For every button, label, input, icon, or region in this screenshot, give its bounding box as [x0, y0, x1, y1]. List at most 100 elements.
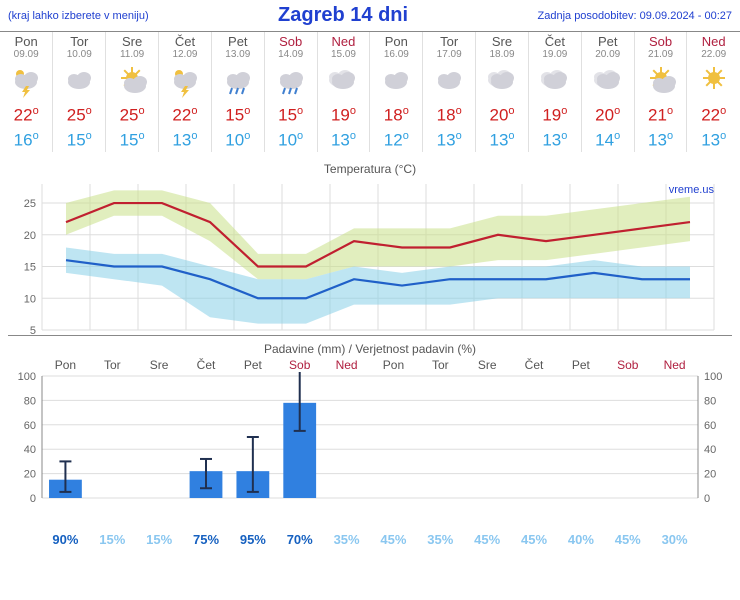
- day-short: Čet: [160, 34, 210, 49]
- temp-low: 13o: [528, 128, 581, 153]
- temp-high: 25o: [106, 103, 159, 128]
- watermark: vreme.us: [669, 184, 714, 196]
- svg-text:100: 100: [704, 372, 722, 383]
- temp-low: 13o: [687, 128, 740, 153]
- day-header: Pon16.09: [370, 32, 423, 62]
- day-short: Ned: [688, 34, 739, 49]
- header: (kraj lahko izberete v meniju) Zagreb 14…: [0, 0, 740, 32]
- precip-prob: 45%: [464, 532, 511, 547]
- day-date: 22.09: [688, 49, 739, 60]
- day-date: 14.09: [266, 49, 316, 60]
- temp-low: 10o: [211, 128, 264, 153]
- day-header: Ned15.09: [317, 32, 370, 62]
- precip-prob: 45%: [604, 532, 651, 547]
- day-header: Pet20.09: [581, 32, 634, 62]
- svg-text:0: 0: [704, 493, 710, 505]
- day-short: Ned: [319, 34, 369, 49]
- temp-high: 19o: [528, 103, 581, 128]
- weather-icon: [317, 62, 370, 103]
- weather-icon: [0, 62, 53, 103]
- precip-prob: 90%: [42, 532, 89, 547]
- day-date: 20.09: [583, 49, 633, 60]
- svg-text:15: 15: [24, 262, 36, 274]
- temp-low: 14o: [581, 128, 634, 153]
- day-header: Ned22.09: [687, 32, 740, 62]
- precip-day: Sob: [276, 358, 323, 372]
- precip-chart: 002020404060608080100100: [8, 372, 732, 532]
- day-header: Pet13.09: [211, 32, 264, 62]
- weather-icon: [53, 62, 106, 103]
- svg-text:10: 10: [24, 294, 36, 306]
- weather-icon: [159, 62, 212, 103]
- day-short: Sob: [266, 34, 316, 49]
- precip-prob: 40%: [557, 532, 604, 547]
- day-date: 13.09: [213, 49, 263, 60]
- page-title: Zagreb 14 dni: [278, 4, 408, 27]
- day-header: Tor10.09: [53, 32, 106, 62]
- precip-day: Pon: [370, 358, 417, 372]
- temp-low: 13o: [476, 128, 529, 153]
- day-date: 17.09: [424, 49, 474, 60]
- weather-icon: [370, 62, 423, 103]
- day-short: Pon: [1, 34, 51, 49]
- temp-chart-title: Temperatura (°C): [8, 162, 732, 176]
- precip-prob: 45%: [370, 532, 417, 547]
- precip-day: Sre: [136, 358, 183, 372]
- svg-text:25: 25: [24, 198, 36, 210]
- svg-text:60: 60: [704, 420, 716, 432]
- temp-low: 13o: [317, 128, 370, 153]
- temp-low: 13o: [159, 128, 212, 153]
- day-header: Tor17.09: [423, 32, 476, 62]
- precip-day: Tor: [417, 358, 464, 372]
- precip-prob: 15%: [89, 532, 136, 547]
- day-date: 09.09: [1, 49, 51, 60]
- precip-prob: 30%: [651, 532, 698, 547]
- precip-prob: 45%: [511, 532, 558, 547]
- day-short: Tor: [54, 34, 104, 49]
- temp-high: 22o: [687, 103, 740, 128]
- precip-day: Pon: [42, 358, 89, 372]
- precip-prob: 35%: [323, 532, 370, 547]
- day-short: Sob: [636, 34, 686, 49]
- weather-icon: [476, 62, 529, 103]
- day-date: 12.09: [160, 49, 210, 60]
- day-header: Čet19.09: [528, 32, 581, 62]
- temp-high: 25o: [53, 103, 106, 128]
- day-short: Sre: [107, 34, 157, 49]
- precip-chart-title: Padavine (mm) / Verjetnost padavin (%): [8, 342, 732, 356]
- temp-high: 20o: [476, 103, 529, 128]
- svg-text:0: 0: [30, 493, 36, 505]
- svg-text:5: 5: [30, 325, 36, 336]
- svg-text:40: 40: [704, 445, 716, 457]
- temp-high: 15o: [264, 103, 317, 128]
- temp-high: 18o: [423, 103, 476, 128]
- day-short: Pet: [213, 34, 263, 49]
- precip-day: Sob: [604, 358, 651, 372]
- day-date: 10.09: [54, 49, 104, 60]
- svg-text:20: 20: [704, 469, 716, 481]
- last-update: Zadnja posodobitev: 09.09.2024 - 00:27: [538, 10, 732, 22]
- day-header: Sob14.09: [264, 32, 317, 62]
- temp-high: 19o: [317, 103, 370, 128]
- weather-icon: [423, 62, 476, 103]
- weather-icon: [687, 62, 740, 103]
- day-date: 18.09: [477, 49, 527, 60]
- day-short: Sre: [477, 34, 527, 49]
- day-short: Pon: [371, 34, 421, 49]
- day-date: 15.09: [319, 49, 369, 60]
- precip-day: Sre: [464, 358, 511, 372]
- day-header: Sre11.09: [106, 32, 159, 62]
- day-short: Čet: [530, 34, 580, 49]
- svg-text:60: 60: [24, 420, 36, 432]
- temp-high: 22o: [159, 103, 212, 128]
- precip-prob: 95%: [229, 532, 276, 547]
- precip-day: Čet: [511, 358, 558, 372]
- day-header: Sob21.09: [634, 32, 687, 62]
- probability-row: 90%15%15%75%95%70%35%45%35%45%45%40%45%3…: [8, 532, 732, 547]
- temp-chart: 510152025 vreme.us: [8, 178, 732, 336]
- weather-icon: [264, 62, 317, 103]
- weather-icon: [211, 62, 264, 103]
- svg-text:80: 80: [704, 396, 716, 408]
- location-note: (kraj lahko izberete v meniju): [8, 10, 149, 22]
- day-header: Čet12.09: [159, 32, 212, 62]
